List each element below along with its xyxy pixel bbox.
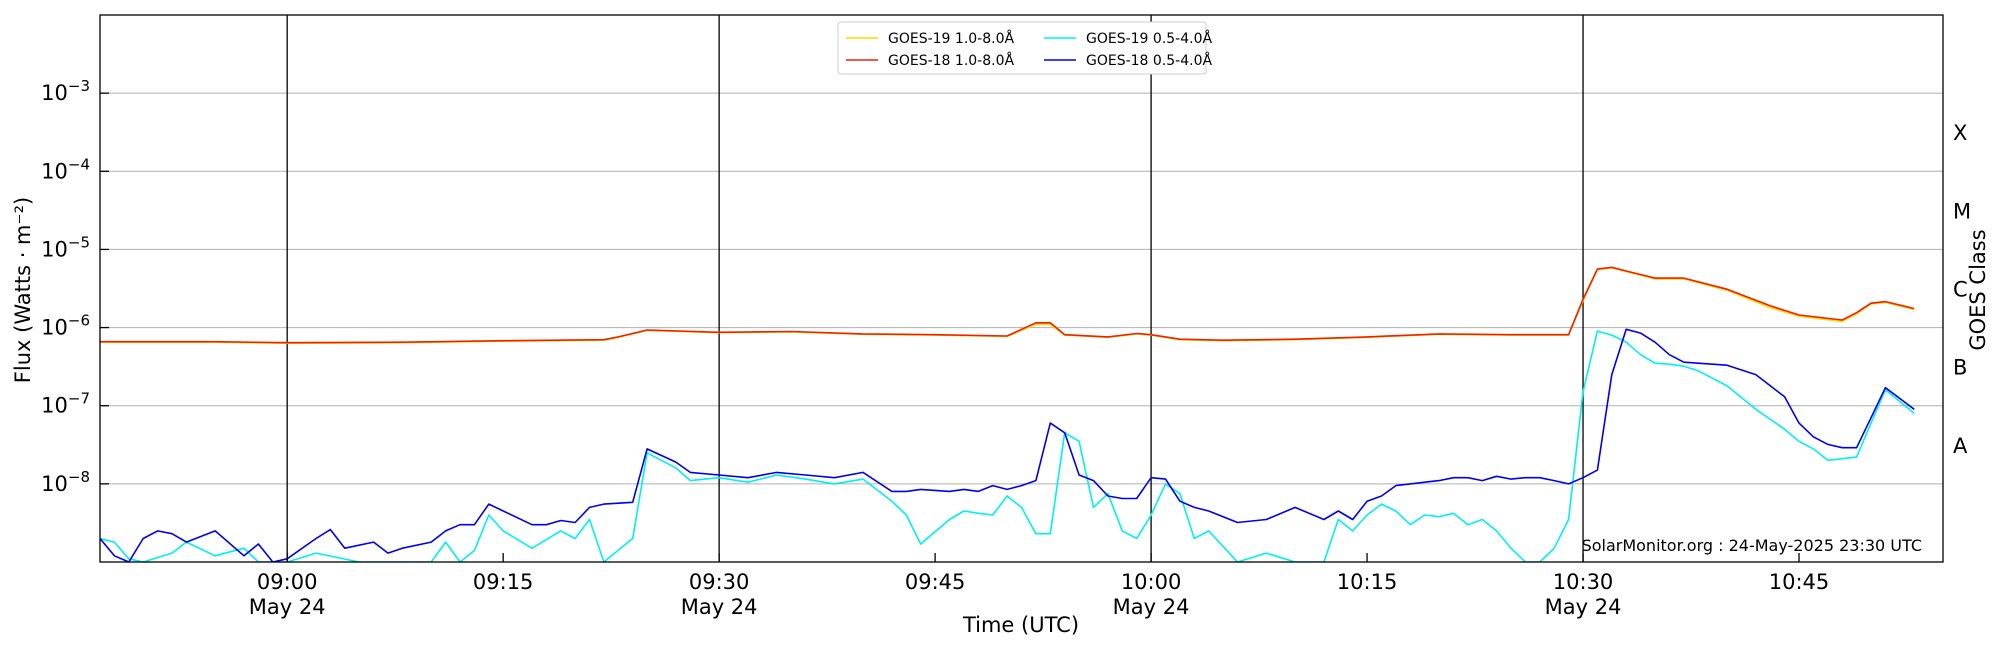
y-tick-label: 10−7 — [41, 390, 90, 418]
y-tick-label: 10−4 — [41, 155, 90, 183]
x-tick-label: 10:15 — [1337, 570, 1398, 594]
series-lines — [100, 266, 1915, 562]
legend: GOES-19 1.0-8.0Å GOES-19 0.5-4.0Å GOES-18 … — [837, 21, 1212, 75]
series-line — [100, 328, 1915, 562]
x-axis-label: Time (UTC) — [962, 613, 1079, 637]
right-axis-label: GOES Class — [1966, 229, 1990, 350]
y-tick-label: 10−3 — [41, 77, 90, 105]
x-tick-label: 10:00 — [1121, 570, 1182, 594]
x-tick-label: 09:45 — [905, 570, 966, 594]
legend-label: GOES-18 1.0-8.0Å — [888, 52, 1014, 69]
legend-label: GOES-19 1.0-8.0Å — [888, 30, 1014, 47]
x-tick-label: 09:30 — [689, 570, 750, 594]
goes-class-label: C — [1953, 278, 1968, 302]
y-tick-label: 10−8 — [41, 468, 90, 496]
y-tick-label: 10−5 — [41, 233, 90, 261]
grid-lines — [100, 92, 1943, 485]
y-axis-label: Flux (Watts · m⁻²) — [11, 197, 35, 383]
y-axis-label-group: Flux (Watts · m⁻²) — [11, 197, 35, 383]
goes-class-label: M — [1953, 199, 1971, 223]
goes-class-label: B — [1953, 356, 1967, 380]
credit-text: SolarMonitor.org : 24-May-2025 23:30 UTC — [1582, 536, 1922, 555]
legend-label: GOES-19 0.5-4.0Å — [1086, 30, 1212, 47]
x-tick-date-label: May 24 — [249, 595, 326, 619]
x-tick-date-label: May 24 — [681, 595, 758, 619]
x-tick-label: 09:00 — [257, 570, 318, 594]
x-tick-label: 10:45 — [1769, 570, 1830, 594]
x-tick-date-label: May 24 — [1113, 595, 1190, 619]
y-tick-label: 10−6 — [41, 312, 90, 340]
goes-class-label: A — [1953, 434, 1968, 458]
series-line — [100, 330, 1915, 562]
plot-frame — [99, 14, 1944, 563]
x-tick-date-label: May 24 — [1545, 595, 1622, 619]
legend-label: GOES-18 0.5-4.0Å — [1086, 52, 1212, 69]
series-line — [100, 267, 1915, 345]
series-line — [100, 266, 1915, 344]
x-tick-label: 09:15 — [473, 570, 534, 594]
x-tick-label: 10:30 — [1553, 570, 1614, 594]
legend-box — [837, 21, 1207, 75]
goes-class-label: X — [1953, 121, 1967, 145]
vertical-time-markers — [286, 15, 1584, 562]
